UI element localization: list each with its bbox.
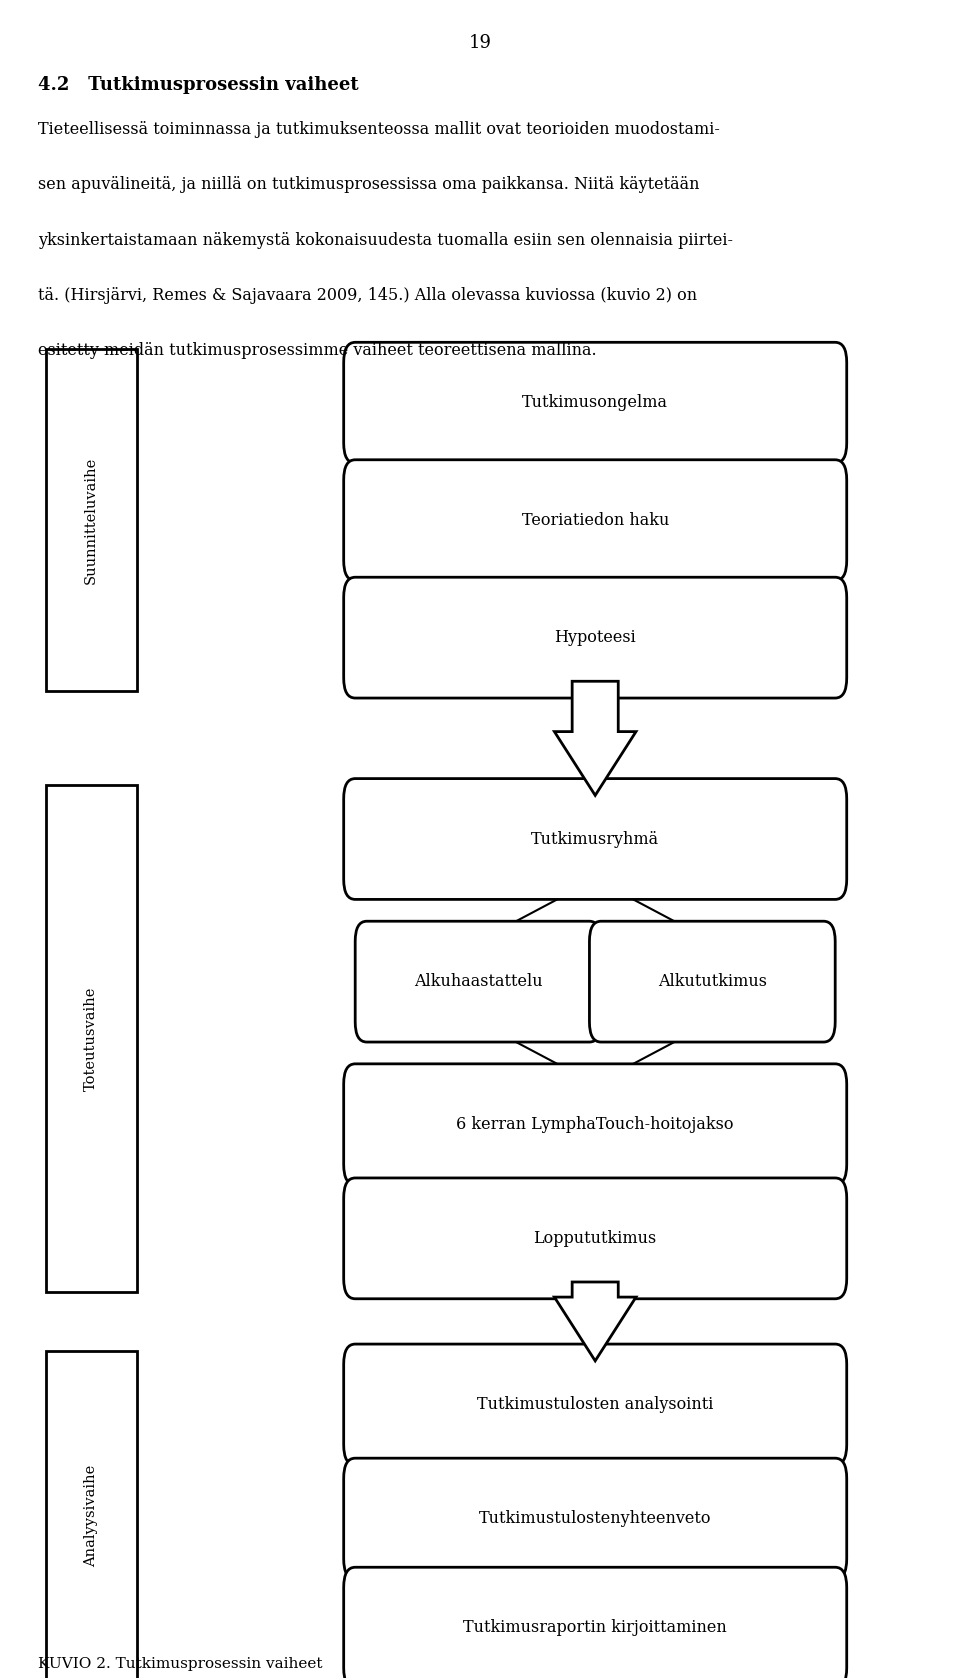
Text: Loppututkimus: Loppututkimus bbox=[534, 1230, 657, 1247]
FancyBboxPatch shape bbox=[344, 1458, 847, 1579]
FancyBboxPatch shape bbox=[344, 1064, 847, 1185]
FancyBboxPatch shape bbox=[344, 779, 847, 899]
Text: Tutkimustulostenyhteenveto: Tutkimustulostenyhteenveto bbox=[479, 1510, 711, 1527]
Text: esitetty meidän tutkimusprosessimme vaiheet teoreettisena mallina.: esitetty meidän tutkimusprosessimme vaih… bbox=[38, 342, 597, 359]
Text: Alkututkimus: Alkututkimus bbox=[658, 973, 767, 990]
FancyBboxPatch shape bbox=[344, 1178, 847, 1299]
Text: Toteutusvaihe: Toteutusvaihe bbox=[84, 987, 98, 1091]
Polygon shape bbox=[555, 681, 636, 795]
Text: 4.2   Tutkimusprosessin vaiheet: 4.2 Tutkimusprosessin vaiheet bbox=[38, 76, 359, 94]
Polygon shape bbox=[555, 1282, 636, 1361]
Text: Tutkimustulosten analysointi: Tutkimustulosten analysointi bbox=[477, 1396, 713, 1413]
Text: Tieteellisessä toiminnassa ja tutkimuksenteossa mallit ovat teorioiden muodostam: Tieteellisessä toiminnassa ja tutkimukse… bbox=[38, 121, 720, 138]
FancyBboxPatch shape bbox=[344, 460, 847, 581]
FancyBboxPatch shape bbox=[344, 1344, 847, 1465]
Text: 6 kerran LymphaTouch-hoitojakso: 6 kerran LymphaTouch-hoitojakso bbox=[456, 1116, 734, 1133]
Text: yksinkertaistamaan näkemystä kokonaisuudesta tuomalla esiin sen olennaisia piirt: yksinkertaistamaan näkemystä kokonaisuud… bbox=[38, 232, 733, 248]
Text: tä. (Hirsjärvi, Remes & Sajavaara 2009, 145.) Alla olevassa kuviossa (kuvio 2) o: tä. (Hirsjärvi, Remes & Sajavaara 2009, … bbox=[38, 287, 698, 304]
Text: Hypoteesi: Hypoteesi bbox=[554, 629, 636, 646]
Text: Analyysivaihe: Analyysivaihe bbox=[84, 1465, 98, 1567]
FancyBboxPatch shape bbox=[344, 577, 847, 698]
Bar bbox=[46, 1351, 137, 1678]
FancyBboxPatch shape bbox=[344, 342, 847, 463]
Bar bbox=[46, 349, 137, 691]
FancyBboxPatch shape bbox=[589, 921, 835, 1042]
Text: Teoriatiedon haku: Teoriatiedon haku bbox=[521, 512, 669, 529]
Text: Tutkimusraportin kirjoittaminen: Tutkimusraportin kirjoittaminen bbox=[464, 1619, 727, 1636]
Text: Tutkimusongelma: Tutkimusongelma bbox=[522, 394, 668, 411]
Text: Suunnitteluvaihe: Suunnitteluvaihe bbox=[84, 456, 98, 584]
Text: Alkuhaastattelu: Alkuhaastattelu bbox=[414, 973, 542, 990]
Text: Tutkimusryhmä: Tutkimusryhmä bbox=[531, 831, 660, 847]
Text: KUVIO 2. Tutkimusprosessin vaiheet: KUVIO 2. Tutkimusprosessin vaiheet bbox=[38, 1658, 323, 1671]
Text: sen apuvälineitä, ja niillä on tutkimusprosessissa oma paikkansa. Niitä käytetää: sen apuvälineitä, ja niillä on tutkimusp… bbox=[38, 176, 700, 193]
Bar bbox=[46, 785, 137, 1292]
FancyBboxPatch shape bbox=[355, 921, 601, 1042]
FancyBboxPatch shape bbox=[344, 1567, 847, 1678]
Text: 19: 19 bbox=[468, 34, 492, 52]
